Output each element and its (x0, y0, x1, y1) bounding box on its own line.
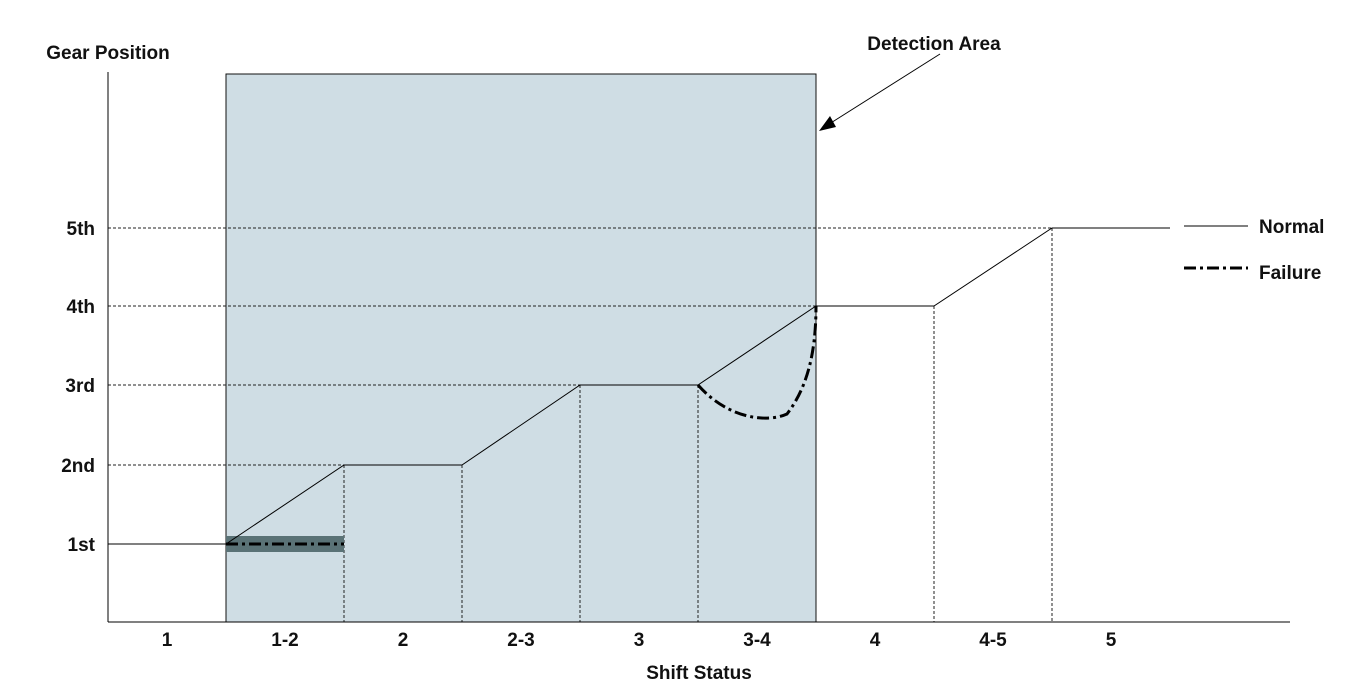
x-tick-label: 1-2 (271, 630, 298, 651)
annotation-arrow-line (825, 53, 941, 127)
highlight-band (226, 536, 344, 552)
failure-series-curve (696, 305, 818, 420)
legend-failure-label: Failure (1259, 263, 1321, 284)
detection-area-label: Detection Area (867, 34, 1001, 55)
x-axis-title: Shift Status (646, 663, 752, 684)
x-tick-label: 4 (870, 630, 881, 651)
y-tick-label: 5th (67, 219, 96, 240)
x-tick-label: 3 (634, 630, 645, 651)
detection-area (225, 73, 817, 623)
legend-normal-label: Normal (1259, 217, 1324, 238)
x-tick-label: 3-4 (743, 630, 771, 651)
y-tick-label: 3rd (65, 376, 95, 397)
x-tick-label: 2-3 (507, 630, 534, 651)
y-axis-title: Gear Position (46, 43, 170, 64)
x-tick-label: 4-5 (979, 630, 1007, 651)
x-tick-label: 5 (1106, 630, 1117, 651)
annotation-arrow-head (819, 116, 836, 131)
x-tick-label: 1 (162, 630, 173, 651)
y-tick-label: 4th (67, 297, 96, 318)
x-tick-label: 2 (398, 630, 409, 651)
normal-series-line (108, 227, 1170, 545)
y-tick-label: 2nd (61, 456, 95, 477)
y-tick-label: 1st (68, 535, 96, 556)
